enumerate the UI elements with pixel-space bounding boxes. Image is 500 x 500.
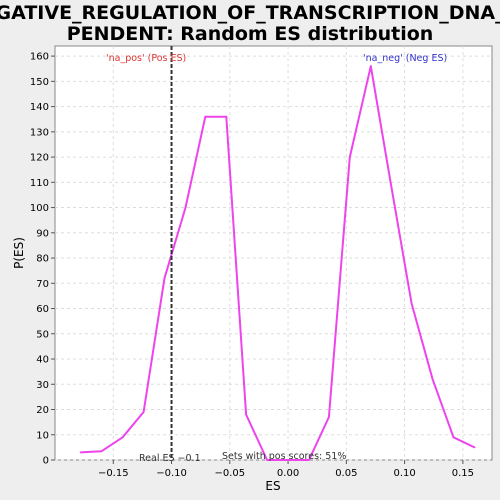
y-tick-label: 20 xyxy=(36,405,49,416)
pos-es-label: 'na_pos' (Pos ES) xyxy=(106,53,186,64)
data-point xyxy=(369,65,372,68)
y-tick-label: 70 xyxy=(36,279,49,290)
y-tick-label: 50 xyxy=(36,329,49,340)
data-point xyxy=(266,459,268,461)
y-tick-label: 100 xyxy=(30,203,49,214)
x-tick-label: 0.00 xyxy=(277,468,299,479)
y-tick-label: 150 xyxy=(30,77,49,88)
data-point xyxy=(79,451,82,454)
y-tick-label: 0 xyxy=(43,456,49,467)
series-layer xyxy=(79,65,476,461)
y-tick-label: 120 xyxy=(30,153,49,164)
y-tick-label: 160 xyxy=(30,52,49,63)
es-distribution-line xyxy=(80,65,475,461)
y-tick-label: 80 xyxy=(36,254,49,265)
y-tick-label: 90 xyxy=(36,228,49,239)
y-axis-label: P(ES) xyxy=(12,237,26,269)
axis-ticks: 0 10 20 30 40 50 60 70 80 90 100 110 120 130 140 150 160… xyxy=(30,52,474,479)
data-point xyxy=(245,413,248,416)
sets-pos-scores-label: Sets with pos scores: 51% xyxy=(222,451,346,462)
y-tick-label: 140 xyxy=(30,102,49,113)
data-point xyxy=(473,446,476,449)
data-point xyxy=(410,302,413,305)
y-tick-label: 40 xyxy=(36,355,49,366)
data-point xyxy=(184,206,187,209)
data-point xyxy=(163,277,166,280)
y-tick-label: 110 xyxy=(30,178,49,189)
data-point xyxy=(225,115,228,118)
data-point xyxy=(142,411,145,413)
data-point xyxy=(287,459,289,461)
y-tick-label: 10 xyxy=(36,430,49,441)
plot-area xyxy=(54,45,493,461)
x-tick-label: −0.10 xyxy=(156,468,187,479)
x-tick-label: 0.15 xyxy=(452,468,474,479)
y-tick-label: 30 xyxy=(36,380,49,391)
x-tick-label: −0.05 xyxy=(214,468,245,479)
chart-title-line-1: NEGATIVE_REGULATION_OF_TRANSCRIPTION_DNA… xyxy=(0,2,500,24)
real-es-label: Real ES −0.1 xyxy=(139,453,201,464)
x-tick-label: −0.15 xyxy=(98,468,129,479)
data-point xyxy=(348,156,351,158)
data-point xyxy=(204,115,207,118)
data-point xyxy=(100,450,103,453)
data-point xyxy=(121,436,124,439)
data-point xyxy=(327,416,330,418)
data-point xyxy=(452,436,455,439)
neg-es-label: 'na_neg' (Neg ES) xyxy=(363,53,447,64)
y-tick-label: 130 xyxy=(30,127,49,138)
data-point xyxy=(308,459,310,461)
chart-title-line-2: PENDENT: Random ES distribution xyxy=(67,23,434,45)
x-tick-label: 0.05 xyxy=(335,468,357,479)
x-axis-label: ES xyxy=(265,479,280,493)
data-point xyxy=(431,378,434,381)
x-tick-label: 0.10 xyxy=(393,468,415,479)
y-tick-label: 60 xyxy=(36,304,49,315)
data-point xyxy=(389,181,392,184)
